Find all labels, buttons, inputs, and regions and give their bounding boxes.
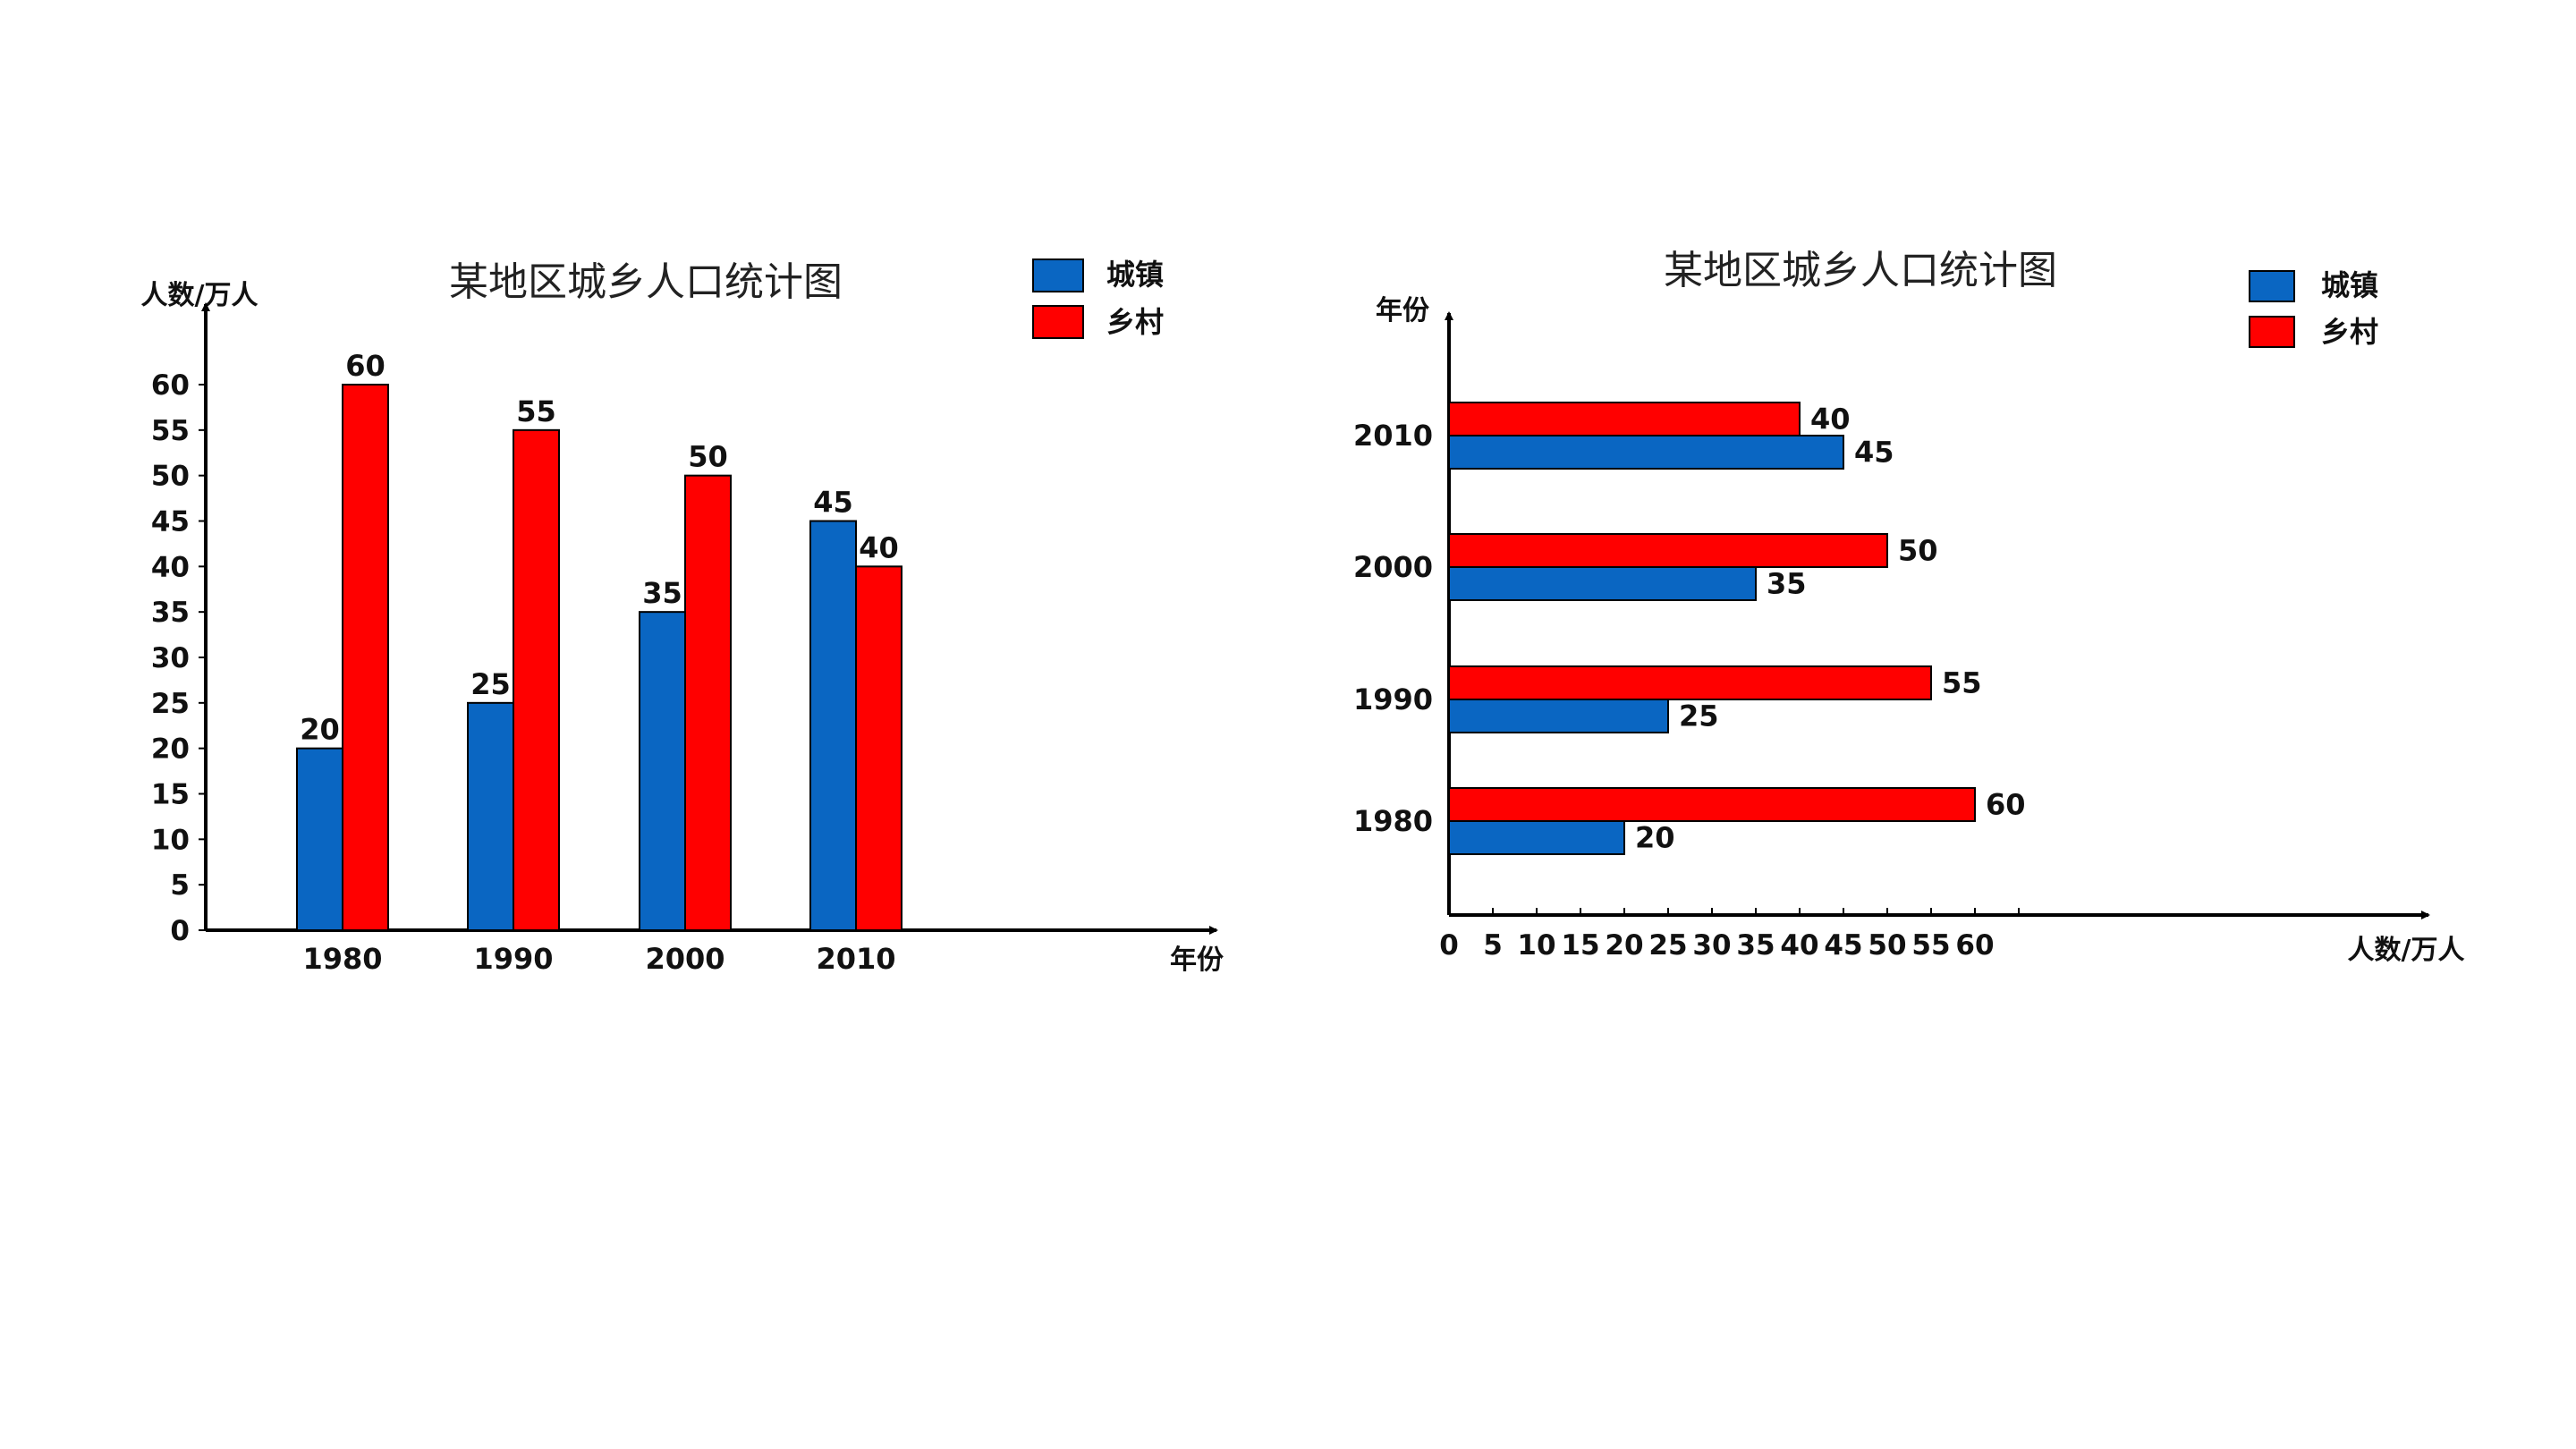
chart1-bar-rural-2000 (684, 474, 732, 932)
chart2-category-label: 1980 (1353, 804, 1433, 838)
chart1-category-labels: 1980 1990 2000 2010 (302, 942, 895, 976)
chart2-x-tick-label: 45 (1824, 929, 1862, 962)
chart2-data-label: 60 (1986, 788, 2026, 822)
chart1-category-label: 2000 (645, 942, 724, 976)
chart2-x-axis-label: 人数/万人 (2348, 935, 2465, 966)
chart2-data-label: 40 (1810, 402, 1851, 436)
chart1-bar-rural-1990 (513, 428, 560, 932)
chart2-x-tick-label: 15 (1561, 929, 1599, 962)
chart1-y-tick-label: 10 (151, 824, 190, 856)
chart1-data-label: 25 (470, 667, 511, 701)
chart2-bar-rural-2000 (1448, 533, 1888, 568)
chart2-category-label: 1990 (1353, 682, 1433, 716)
chart2-category-labels: 1980 1990 2000 2010 (1353, 419, 1433, 838)
chart1-bar-urban-2000 (639, 611, 686, 932)
chart2-x-tick-label: 60 (1955, 929, 1994, 962)
chart2-title: 某地区城乡人口统计图 (1664, 248, 2057, 293)
chart1-bars (296, 384, 902, 932)
chart1-bar-urban-1990 (467, 701, 514, 931)
chart1-x-axis-label: 年份 (1170, 945, 1224, 976)
chart2-bar-rural-2010 (1448, 402, 1801, 436)
chart1-data-label: 20 (300, 713, 340, 747)
vertical-bar-chart: 某地区城乡人口统计图 人数/万人 年份 05101520253035404550… (141, 258, 1224, 976)
chart2-x-ticks: 0 5 10 15 20 25 30 35 40 45 50 55 60 (1439, 908, 2020, 962)
chart2-x-tick-label: 50 (1868, 929, 1906, 962)
chart2-bar-urban-2010 (1448, 435, 1844, 470)
chart2-x-tick-label: 40 (1780, 929, 1818, 962)
chart2-category-label: 2000 (1353, 550, 1433, 584)
chart1-legend: 城镇 乡村 (1032, 258, 1164, 339)
chart1-data-label: 60 (345, 349, 386, 383)
chart1-title: 某地区城乡人口统计图 (449, 259, 843, 305)
chart1-y-tick-label: 40 (151, 551, 190, 583)
chart2-data-label: 20 (1635, 821, 1675, 855)
chart2-legend-label-rural: 乡村 (2321, 315, 2378, 349)
chart1-y-tick-label: 45 (151, 506, 190, 538)
chart2-legend-label-urban: 城镇 (2321, 268, 2378, 302)
chart2-bar-urban-1990 (1448, 699, 1669, 733)
chart2-bar-urban-1980 (1448, 820, 1625, 855)
chart2-x-tick-label: 10 (1517, 929, 1555, 962)
chart1-y-tick-label: 35 (151, 597, 190, 629)
chart1-y-tick-label: 60 (151, 369, 190, 402)
chart2-legend-swatch-rural (2249, 316, 2295, 348)
chart2-bar-urban-2000 (1448, 566, 1757, 601)
chart1-data-label: 55 (516, 394, 556, 428)
chart2-data-label: 50 (1898, 534, 1938, 568)
chart1-data-label: 50 (688, 440, 728, 474)
chart1-bar-urban-1980 (296, 747, 343, 932)
chart2-category-label: 2010 (1353, 419, 1433, 453)
chart1-legend-swatch-rural (1032, 305, 1084, 339)
chart2-bar-rural-1980 (1448, 787, 1976, 822)
chart2-data-label: 55 (1942, 666, 1982, 700)
chart1-y-tick-label: 55 (151, 415, 190, 447)
chart1-bar-rural-2010 (855, 565, 902, 931)
chart2-y-axis-label: 年份 (1376, 295, 1429, 326)
chart1-y-tick-label: 20 (151, 733, 190, 766)
chart2-x-tick-label: 5 (1483, 929, 1503, 962)
chart1-bar-rural-1980 (342, 384, 389, 931)
chart2-legend: 城镇 乡村 (2249, 268, 2378, 349)
chart2-x-tick-label: 55 (1911, 929, 1950, 962)
chart1-data-label: 35 (642, 576, 682, 610)
chart1-legend-label-urban: 城镇 (1106, 258, 1164, 292)
chart2-data-label: 25 (1679, 699, 1719, 733)
chart1-data-label: 40 (859, 530, 899, 564)
chart2-bar-rural-1990 (1448, 665, 1932, 700)
chart2-data-label: 35 (1767, 567, 1807, 601)
chart1-bar-urban-2010 (809, 520, 857, 931)
chart2-x-tick-label: 30 (1692, 929, 1731, 962)
chart1-y-axis-label: 人数/万人 (141, 280, 258, 311)
chart2-x-tick-label: 20 (1605, 929, 1643, 962)
chart1-category-label: 1980 (302, 942, 382, 976)
chart1-data-label: 45 (813, 486, 853, 520)
chart1-y-tick-label: 30 (151, 642, 190, 674)
chart1-legend-label-rural: 乡村 (1106, 305, 1164, 339)
chart1-y-tick-label: 5 (170, 869, 190, 902)
horizontal-bar-chart: 某地区城乡人口统计图 年份 人数/万人 0 5 10 15 20 25 30 35 40 45 50… (1353, 248, 2465, 966)
chart1-legend-swatch-urban (1032, 258, 1084, 292)
chart2-x-tick-label: 0 (1439, 929, 1459, 962)
chart1-y-tick-label: 15 (151, 779, 190, 811)
chart1-y-tick-label: 25 (151, 688, 190, 720)
chart1-y-tick-label: 0 (170, 915, 190, 947)
chart2-legend-swatch-urban (2249, 270, 2295, 302)
chart2-bars (1448, 402, 1976, 855)
chart2-data-label: 45 (1854, 436, 1894, 470)
chart1-y-ticks: 0 5 10 15 20 25 30 35 40 45 50 55 60 (151, 369, 206, 947)
chart1-category-label: 2010 (816, 942, 895, 976)
chart2-x-tick-label: 25 (1648, 929, 1687, 962)
chart1-category-label: 1990 (473, 942, 553, 976)
chart2-x-tick-label: 35 (1736, 929, 1775, 962)
chart1-y-tick-label: 50 (151, 461, 190, 493)
